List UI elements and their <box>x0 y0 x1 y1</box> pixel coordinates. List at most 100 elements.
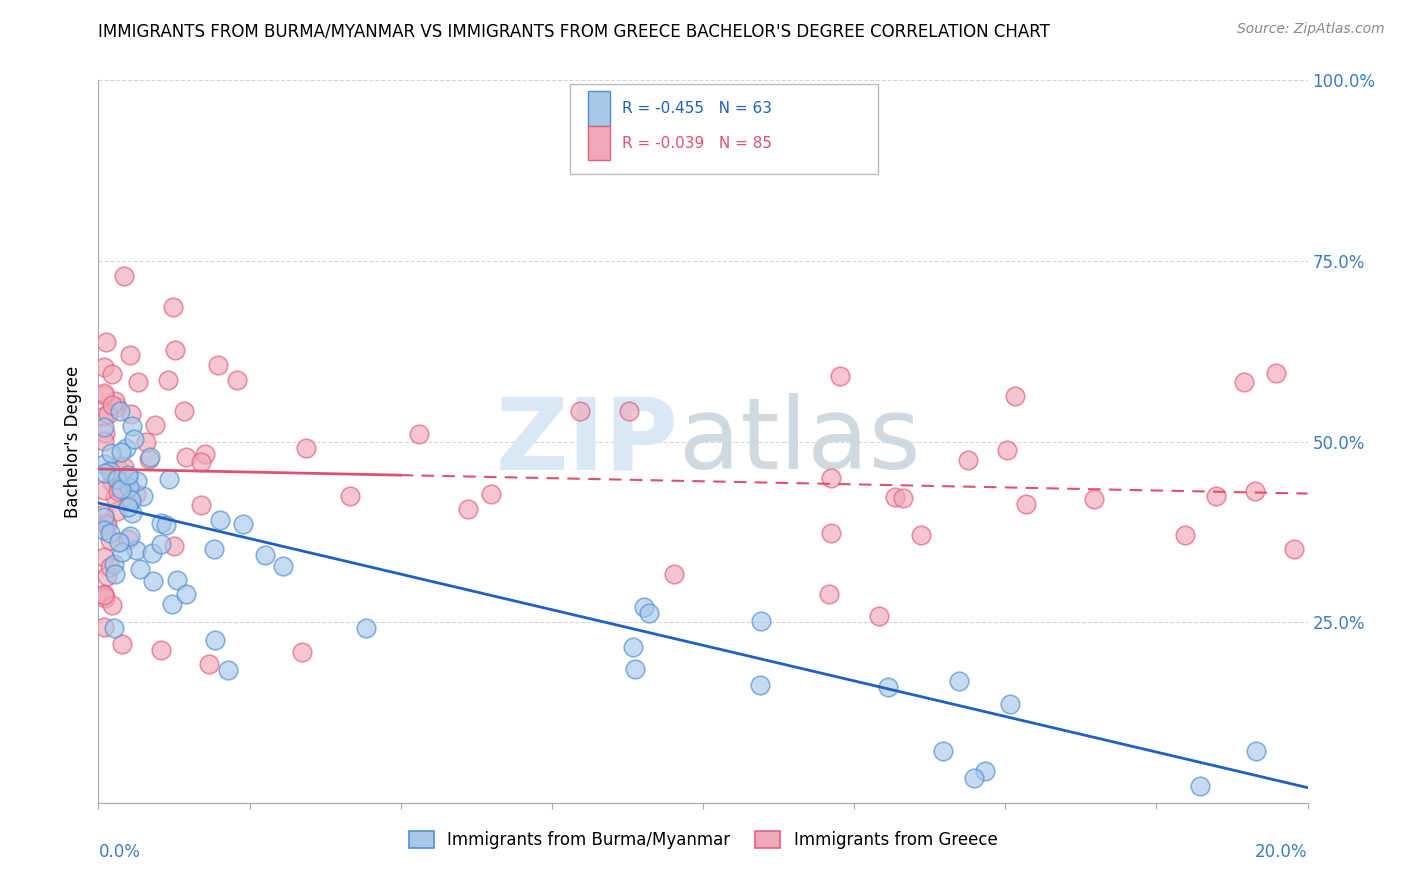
Point <box>104 566 127 581</box>
Point <box>166 573 188 587</box>
Point <box>93 620 115 634</box>
Text: IMMIGRANTS FROM BURMA/MYANMAR VS IMMIGRANTS FROM GREECE BACHELOR'S DEGREE CORREL: IMMIGRANTS FROM BURMA/MYANMAR VS IMMIGRA… <box>98 22 1050 40</box>
Point <box>105 472 128 486</box>
Point <box>995 443 1018 458</box>
Point <box>354 621 377 635</box>
Point <box>568 404 591 418</box>
Point <box>142 574 165 589</box>
Point <box>408 427 430 442</box>
Point <box>1004 389 1026 403</box>
Point <box>910 528 932 542</box>
Point <box>662 567 685 582</box>
Point <box>110 482 132 496</box>
Point <box>93 550 115 565</box>
Point <box>479 487 502 501</box>
Point <box>120 493 142 508</box>
Point <box>876 680 898 694</box>
Point <box>93 510 115 524</box>
Point <box>160 598 183 612</box>
Point <box>103 491 125 505</box>
Legend: Immigrants from Burma/Myanmar, Immigrants from Greece: Immigrants from Burma/Myanmar, Immigrant… <box>402 824 1004 856</box>
Point <box>128 561 150 575</box>
Text: atlas: atlas <box>679 393 921 490</box>
Text: R = -0.039   N = 85: R = -0.039 N = 85 <box>621 136 772 151</box>
Point <box>149 642 172 657</box>
Point <box>125 475 148 489</box>
Point <box>457 502 479 516</box>
Point <box>1015 496 1038 510</box>
Point <box>118 529 141 543</box>
Point <box>974 764 997 779</box>
Point <box>112 268 135 283</box>
FancyBboxPatch shape <box>569 84 879 174</box>
Point <box>295 441 318 455</box>
Text: ZIP: ZIP <box>496 393 679 490</box>
Point <box>103 621 125 635</box>
Point <box>155 517 177 532</box>
Point <box>339 489 361 503</box>
Point <box>998 697 1021 711</box>
Point <box>194 447 217 461</box>
Point <box>198 657 221 671</box>
Text: Source: ZipAtlas.com: Source: ZipAtlas.com <box>1237 22 1385 37</box>
Point <box>107 481 129 495</box>
Point <box>110 404 132 418</box>
Point <box>110 478 132 492</box>
Point <box>107 483 129 498</box>
Point <box>621 640 644 654</box>
Point <box>139 450 162 464</box>
Point <box>94 466 117 480</box>
Point <box>868 609 890 624</box>
Point <box>749 614 772 628</box>
Point <box>817 587 839 601</box>
Point <box>149 537 172 551</box>
Point <box>176 587 198 601</box>
Point <box>204 542 226 557</box>
Point <box>217 663 239 677</box>
Point <box>117 471 139 485</box>
Point <box>118 480 141 494</box>
Point <box>232 517 254 532</box>
Point <box>204 632 226 647</box>
Point <box>619 403 641 417</box>
Point <box>110 445 132 459</box>
Point <box>118 348 141 362</box>
Point <box>271 559 294 574</box>
Point <box>117 500 139 514</box>
Point <box>93 588 115 602</box>
Point <box>1246 744 1268 758</box>
Point <box>122 432 145 446</box>
Point <box>111 637 134 651</box>
Point <box>117 532 139 546</box>
Point <box>624 662 647 676</box>
Point <box>226 373 249 387</box>
Point <box>93 360 115 375</box>
Point <box>115 441 138 455</box>
Point <box>94 425 117 440</box>
Point <box>820 471 842 485</box>
Point <box>93 409 115 424</box>
Point <box>1189 779 1212 793</box>
Point <box>1233 376 1256 390</box>
Point <box>957 453 980 467</box>
Point <box>101 398 124 412</box>
Point <box>94 334 117 349</box>
Text: 0.0%: 0.0% <box>98 843 141 861</box>
Point <box>104 393 127 408</box>
Point <box>127 375 149 389</box>
Point <box>165 343 187 357</box>
Point <box>948 674 970 689</box>
Point <box>748 678 770 692</box>
Point <box>98 533 121 547</box>
Point <box>149 516 172 530</box>
Point <box>93 420 115 434</box>
Point <box>100 446 122 460</box>
Point <box>820 525 842 540</box>
Point <box>101 598 124 612</box>
Point <box>98 526 121 541</box>
Point <box>174 450 197 464</box>
Point <box>207 358 229 372</box>
Point <box>190 455 212 469</box>
Point <box>208 513 231 527</box>
Point <box>94 516 117 530</box>
